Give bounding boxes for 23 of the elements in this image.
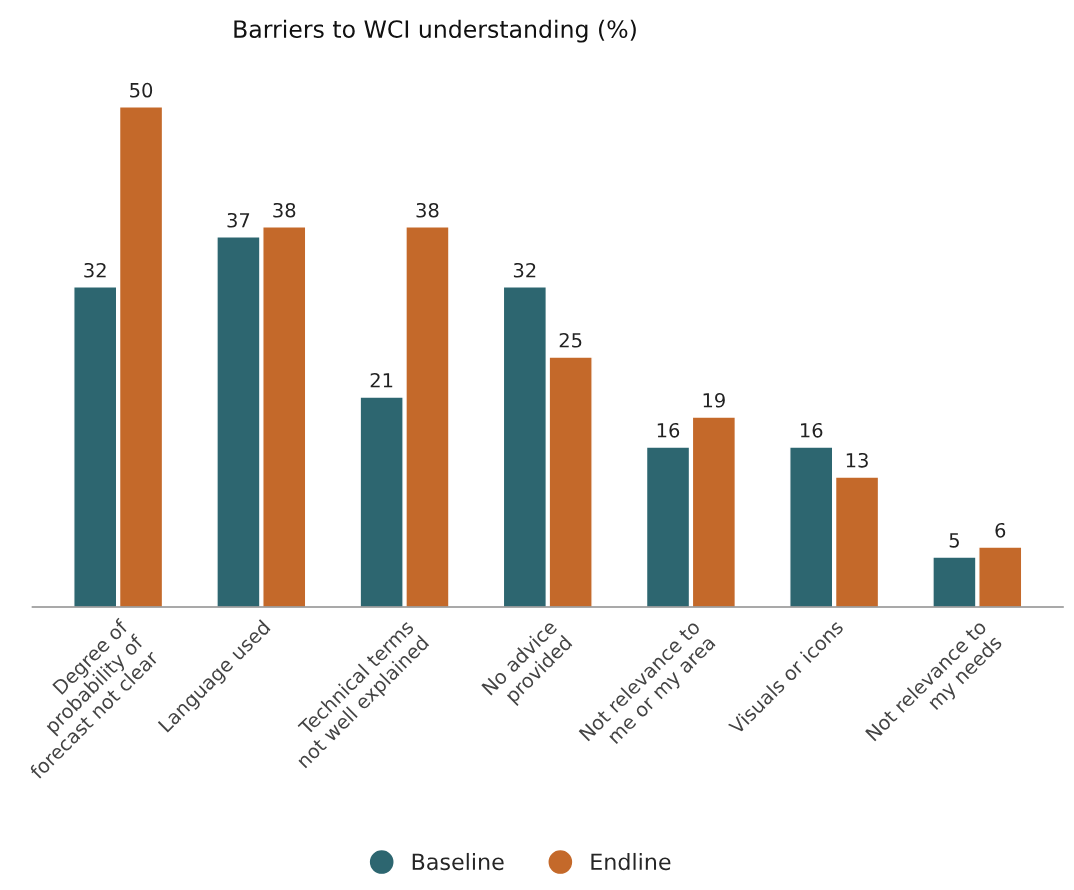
data-label: 37: [227, 212, 250, 228]
legend-label: Baseline: [412, 852, 504, 871]
data-label: 6: [995, 522, 1006, 538]
bar: [834, 476, 880, 607]
data-label: 21: [370, 372, 393, 388]
data-label: 32: [513, 262, 536, 278]
data-label: 50: [130, 82, 153, 98]
bar: [118, 106, 164, 607]
data-label: 25: [559, 332, 582, 348]
bar: [789, 446, 834, 607]
data-label: 13: [846, 452, 868, 468]
data-label: 16: [657, 422, 680, 438]
data-label: 19: [703, 392, 725, 408]
bar: [645, 446, 691, 607]
bar: [73, 286, 118, 607]
data-label: 16: [800, 422, 823, 438]
data-label: 5: [949, 533, 959, 548]
data-label: 38: [416, 202, 439, 218]
data-label: 32: [84, 262, 106, 278]
chart-title: Barriers to WCI understanding (%): [234, 19, 636, 43]
legend-label: Endline: [591, 852, 671, 871]
bar: [691, 416, 737, 607]
data-label: 38: [273, 202, 296, 218]
